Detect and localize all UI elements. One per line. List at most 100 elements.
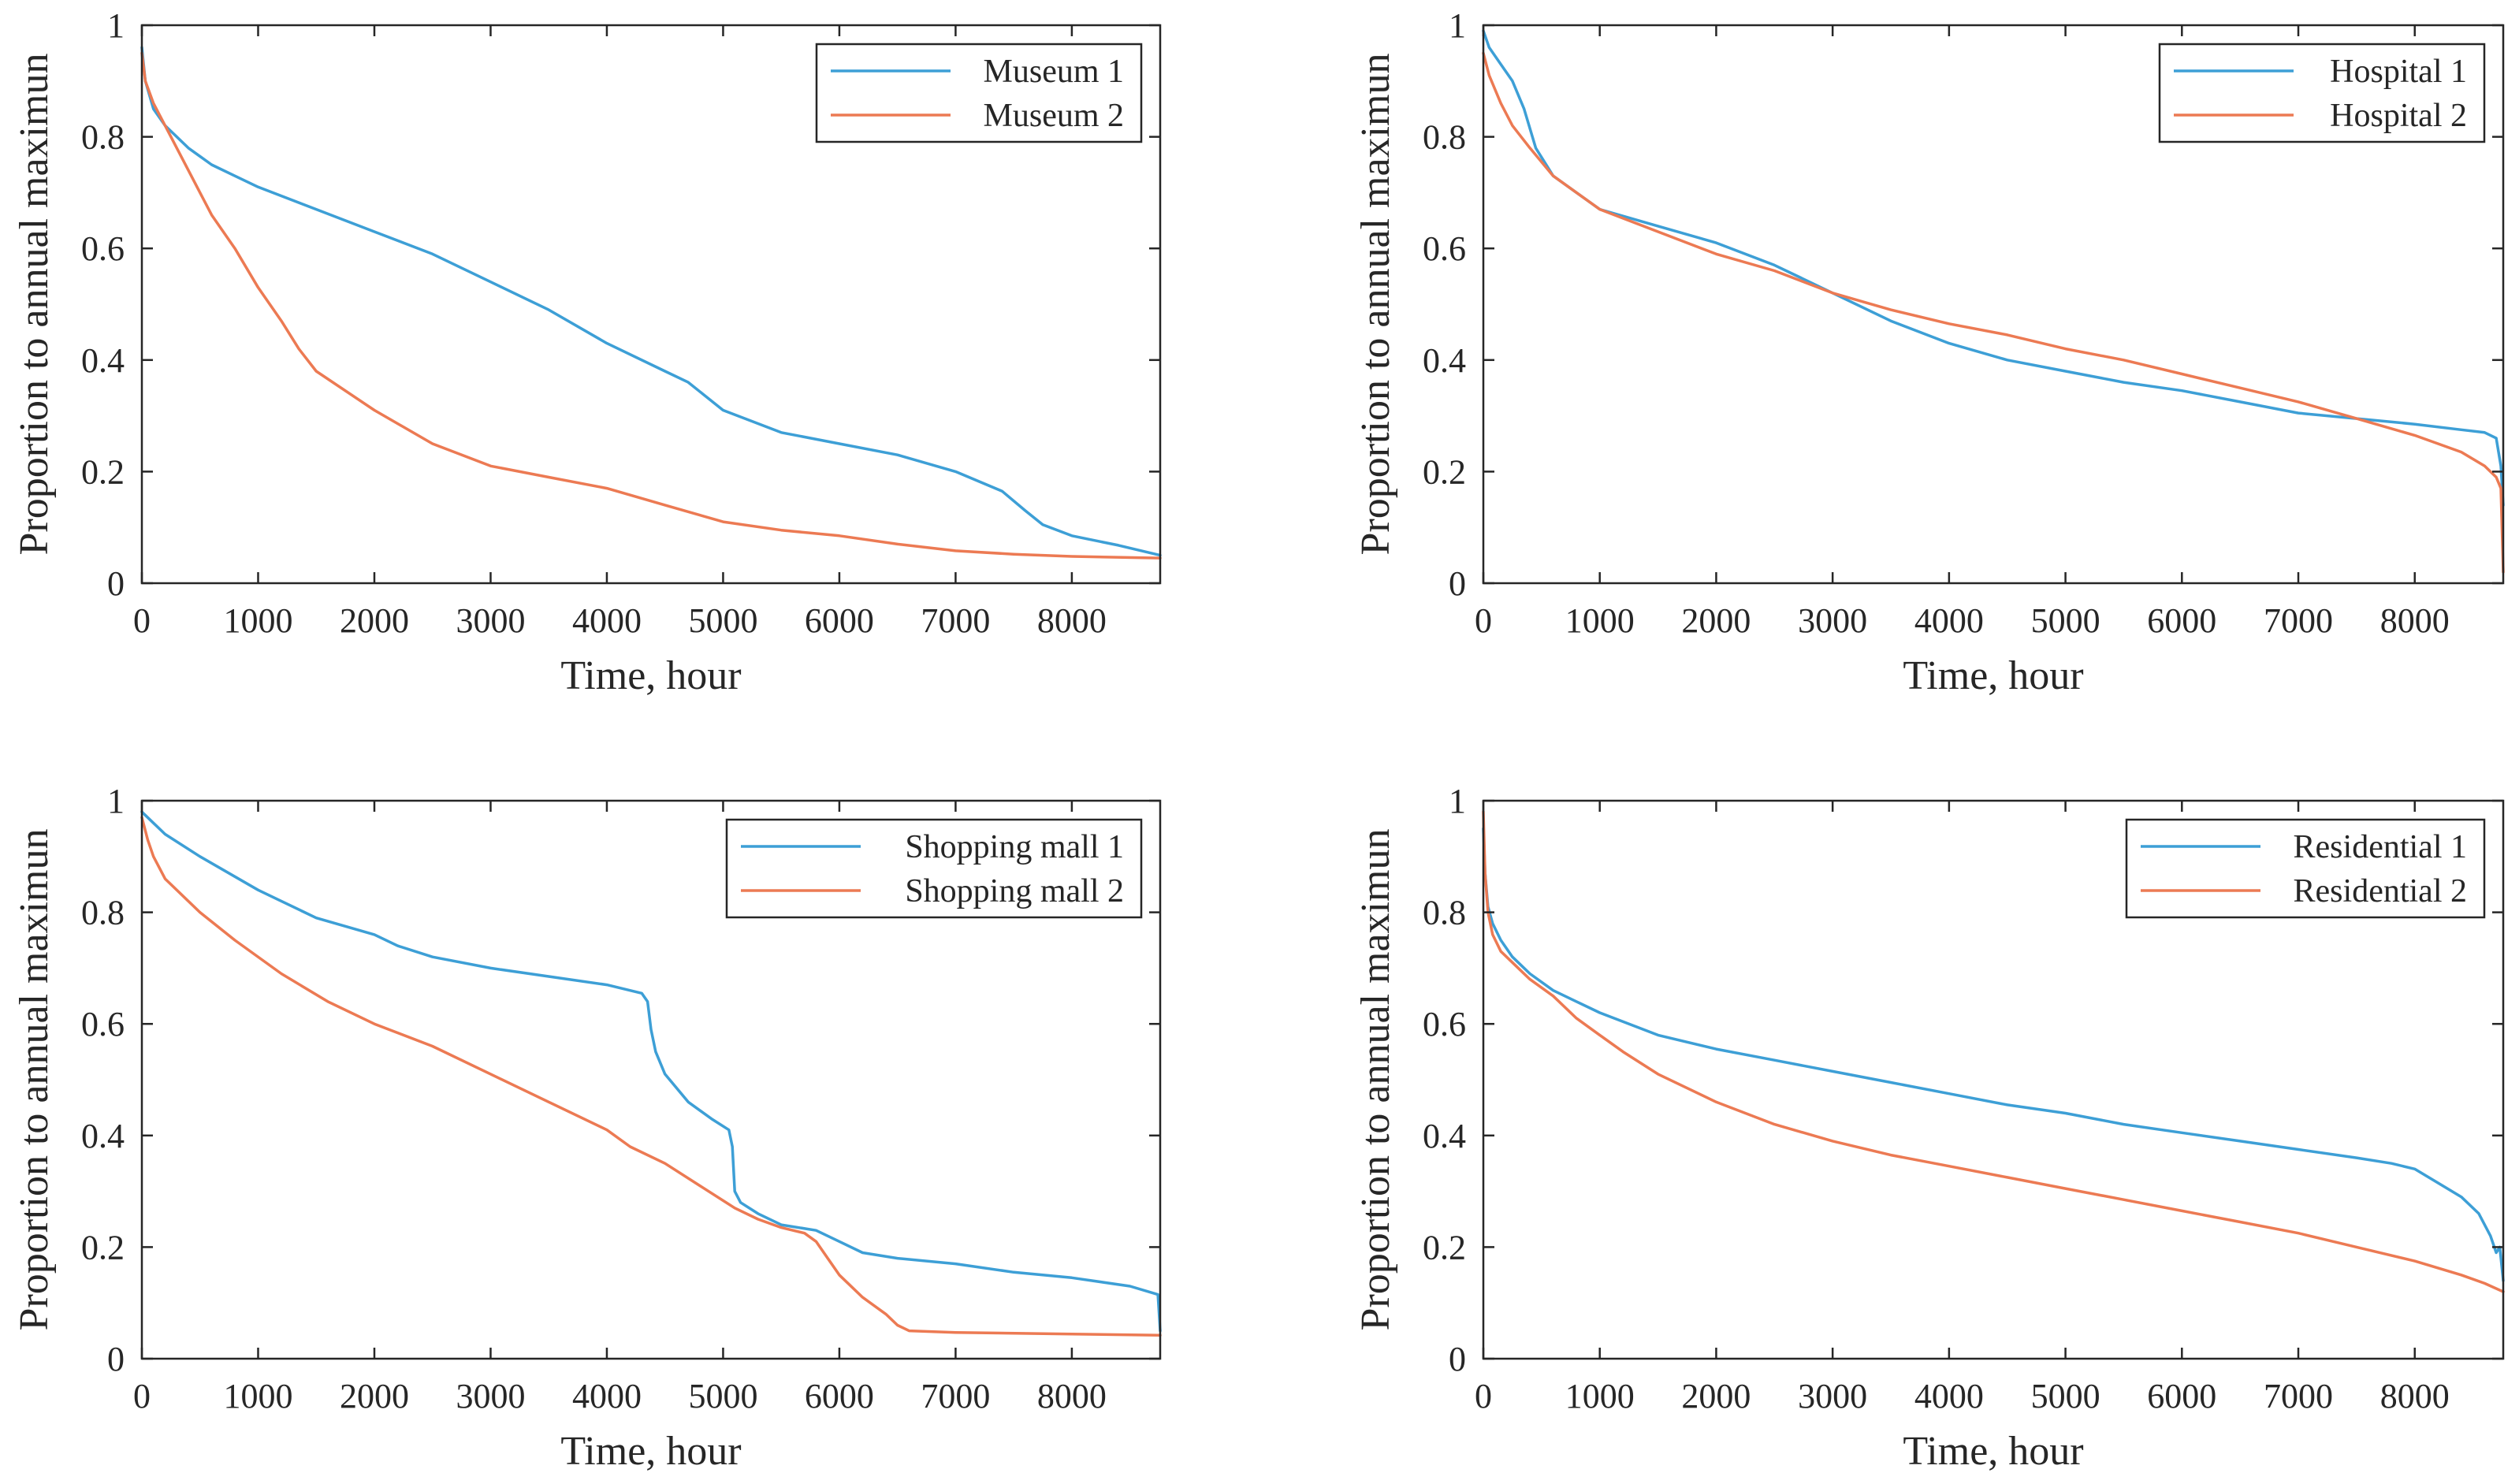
series-line-2 (1482, 51, 2505, 574)
legend: Shopping mall 1 Shopping mall 2 (725, 818, 1143, 919)
y-tick-label: 0.2 (1423, 452, 1466, 491)
y-tick-label: 0.2 (81, 452, 125, 491)
series-line-1 (140, 46, 1162, 557)
x-tick-label: 3000 (1798, 601, 1867, 640)
x-tick-label: 1000 (223, 1377, 292, 1415)
y-tick-label: 0.8 (81, 118, 125, 157)
legend: Museum 1 Museum 2 (815, 43, 1143, 143)
x-tick-label: 7000 (921, 1377, 990, 1415)
x-tick-label: 6000 (2147, 1377, 2216, 1415)
x-tick-label: 1000 (1565, 601, 1635, 640)
x-axis-title: Time, hour (1903, 1429, 2083, 1474)
x-tick-label: 0 (1475, 601, 1492, 640)
legend-box (2158, 43, 2486, 143)
x-tick-label: 2000 (340, 601, 409, 640)
x-tick-label: 1000 (223, 601, 292, 640)
series-line-1 (1482, 827, 2505, 1282)
x-tick-label: 6000 (805, 601, 874, 640)
plot-area-frame (140, 799, 1162, 1360)
y-tick-label: 1 (107, 782, 125, 820)
legend-label-1: Hospital 1 (2330, 54, 2467, 90)
x-tick-label: 3000 (456, 1377, 525, 1415)
y-tick-label: 0.6 (81, 1005, 125, 1043)
x-tick-label: 5000 (2031, 1377, 2100, 1415)
legend-label-2: Shopping mall 2 (905, 873, 1124, 909)
legend: Hospital 1 Hospital 2 (2158, 43, 2486, 143)
y-tick-label: 0.4 (81, 1117, 125, 1155)
x-tick-label: 1000 (1565, 1377, 1635, 1415)
y-axis-title: Proportion to annual maximun (1353, 829, 1398, 1331)
legend-label-1: Shopping mall 1 (905, 829, 1124, 865)
y-tick-label: 1 (1449, 782, 1466, 820)
x-tick-label: 4000 (572, 1377, 642, 1415)
y-axis-title: Proportion to annual maximun (1353, 54, 1398, 556)
y-tick-label: 0.4 (1423, 1117, 1466, 1155)
plot-area-frame (1482, 799, 2505, 1360)
x-tick-label: 4000 (572, 601, 642, 640)
series-line-2 (140, 51, 1162, 560)
x-axis-title: Time, hour (560, 1429, 741, 1474)
y-tick-label: 0 (1449, 564, 1466, 603)
x-tick-label: 5000 (688, 1377, 757, 1415)
chart-panel-2: 0 1000 2000 3000 4000 5000 6000 7000 8000 0 0.2 0.4… (1353, 6, 2505, 698)
x-tick-label: 5000 (688, 601, 757, 640)
x-axis-title: Time, hour (1903, 653, 2083, 698)
y-tick-label: 0 (107, 1340, 125, 1378)
y-axis-title: Proportion to annual maximun (12, 54, 57, 556)
y-tick-label: 0 (1449, 1340, 1466, 1378)
y-tick-label: 0.2 (1423, 1228, 1466, 1266)
plot-area-frame (1482, 24, 2505, 585)
x-tick-label: 2000 (340, 1377, 409, 1415)
x-tick-label: 0 (133, 1377, 151, 1415)
chart-panel-4: 0 1000 2000 3000 4000 5000 6000 7000 8000 0 0.2 0.4… (1353, 782, 2505, 1474)
plot-area-frame (140, 24, 1162, 585)
x-tick-label: 4000 (1914, 1377, 1984, 1415)
x-tick-label: 4000 (1914, 601, 1984, 640)
y-tick-label: 0.8 (1423, 118, 1466, 157)
legend: Residential 1 Residential 2 (2125, 818, 2486, 919)
x-tick-label: 7000 (2264, 1377, 2333, 1415)
x-tick-label: 2000 (1681, 1377, 1751, 1415)
chart-panel-3: 0 1000 2000 3000 4000 5000 6000 7000 8000 0 0.2 0.4… (12, 782, 1162, 1474)
legend-label-2: Residential 2 (2294, 873, 2467, 909)
x-tick-label: 8000 (1037, 1377, 1107, 1415)
y-tick-label: 0.6 (81, 229, 125, 268)
legend-box (2125, 818, 2486, 919)
x-tick-label: 3000 (1798, 1377, 1867, 1415)
x-tick-label: 0 (133, 601, 151, 640)
series-line-2 (140, 816, 1162, 1337)
x-axis-title: Time, hour (560, 653, 741, 698)
x-tick-label: 8000 (2380, 1377, 2450, 1415)
chart-panel-1: 0 1000 2000 3000 4000 5000 6000 7000 8000 0 0.2 0.4… (12, 6, 1162, 698)
x-tick-label: 7000 (2264, 601, 2333, 640)
y-tick-label: 0.6 (1423, 229, 1466, 268)
series-line-1 (140, 810, 1162, 1333)
series-line-1 (1482, 29, 2505, 507)
y-tick-label: 0.8 (1423, 894, 1466, 932)
x-tick-label: 2000 (1681, 601, 1751, 640)
y-tick-label: 0.4 (1423, 341, 1466, 380)
x-tick-label: 8000 (1037, 601, 1107, 640)
legend-label-2: Hospital 2 (2330, 98, 2467, 134)
legend-box (725, 818, 1143, 919)
y-tick-label: 0 (107, 564, 125, 603)
legend-label-1: Residential 1 (2294, 829, 2467, 865)
y-axis-title: Proportion to annual maximun (12, 829, 57, 1331)
x-tick-label: 3000 (456, 601, 525, 640)
x-tick-label: 6000 (2147, 601, 2216, 640)
legend-label-2: Museum 2 (984, 98, 1125, 134)
series-line-2 (1482, 810, 2505, 1293)
x-tick-label: 6000 (805, 1377, 874, 1415)
y-tick-label: 0.8 (81, 894, 125, 932)
x-tick-label: 0 (1475, 1377, 1492, 1415)
y-tick-label: 0.4 (81, 341, 125, 380)
y-tick-label: 0.2 (81, 1228, 125, 1266)
legend-label-1: Museum 1 (984, 54, 1125, 90)
y-tick-label: 1 (107, 6, 125, 45)
x-tick-label: 8000 (2380, 601, 2450, 640)
legend-box (815, 43, 1143, 143)
x-tick-label: 5000 (2031, 601, 2100, 640)
y-tick-label: 0.6 (1423, 1005, 1466, 1043)
